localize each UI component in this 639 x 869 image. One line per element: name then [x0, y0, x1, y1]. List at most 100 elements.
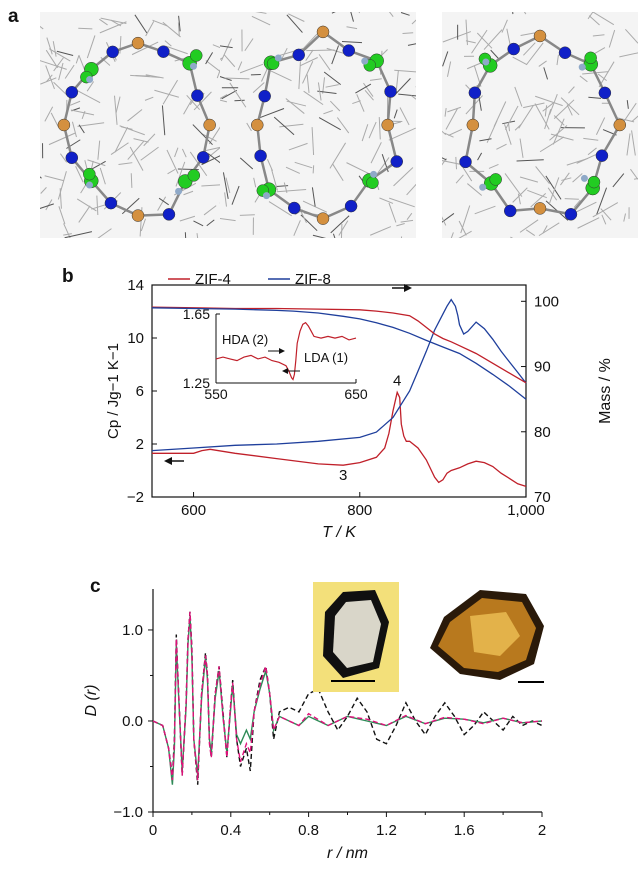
framework-bond [225, 177, 231, 194]
framework-bond [442, 158, 447, 166]
framework-bond [455, 174, 464, 184]
framework-bond [592, 12, 615, 26]
framework-bond [462, 166, 473, 182]
framework-bond [52, 41, 57, 57]
framework-bond [588, 15, 600, 26]
framework-bond [530, 193, 547, 208]
framework-bond [504, 105, 519, 130]
framework-bond [523, 102, 545, 109]
framework-bond [619, 52, 638, 58]
framework-bond [167, 168, 176, 175]
framework-bond [322, 77, 326, 94]
atom [503, 204, 517, 218]
framework-bond [442, 160, 464, 166]
framework-bond [323, 110, 333, 115]
series-line [151, 298, 527, 452]
framework-bond [58, 62, 64, 81]
atom [106, 45, 119, 59]
framework-bond [40, 176, 42, 179]
framework-bond [268, 201, 292, 217]
framework-bond [504, 124, 512, 145]
framework-bond [45, 199, 53, 211]
framework-bond [285, 98, 305, 114]
framework-bond [512, 187, 528, 203]
atom [459, 155, 472, 169]
framework-bond [447, 106, 462, 113]
framework-bond [512, 12, 514, 15]
framework-bond [161, 105, 166, 136]
atom [191, 89, 204, 102]
framework-bond [114, 126, 129, 153]
atom [316, 25, 330, 39]
framework-bond [458, 220, 467, 236]
framework-bond [539, 136, 565, 153]
atom [258, 89, 271, 103]
framework-bond [560, 172, 570, 186]
atom [466, 118, 480, 132]
annotation-hda: HDA (2) [222, 332, 268, 347]
framework-bond [501, 19, 508, 33]
framework-bond [239, 63, 264, 74]
framework-bond [134, 14, 148, 34]
framework-bond [152, 19, 168, 27]
framework-bond [311, 187, 316, 207]
framework-bond [40, 187, 47, 194]
framework-bond [78, 27, 93, 30]
framework-bond [64, 64, 75, 79]
framework-bond [356, 94, 365, 112]
atom [390, 155, 403, 168]
framework-bond [331, 45, 340, 65]
framework-bond [100, 56, 111, 66]
inset-x-tick-label: 550 [204, 386, 228, 402]
framework-bond [70, 109, 95, 116]
framework-bond [572, 173, 583, 183]
x-tick-label: 0 [149, 822, 157, 839]
framework-bond [560, 97, 580, 116]
arrowhead-mass [404, 284, 412, 292]
annotation-4: 4 [393, 373, 401, 390]
framework-bond [115, 96, 121, 113]
framework-bond [183, 99, 193, 115]
framework-bond [402, 32, 414, 35]
framework-bond [395, 78, 411, 95]
framework-bond [388, 202, 397, 223]
framework-bond [517, 193, 521, 205]
framework-bond [97, 140, 101, 160]
atom [482, 58, 490, 66]
framework-bond [193, 91, 212, 111]
framework-bond [110, 142, 129, 156]
atom [533, 29, 547, 43]
framework-bond [99, 18, 108, 26]
framework-bond [388, 127, 416, 141]
atom [370, 170, 378, 178]
chart-c: 0 0.4 0.8 1.2 1.6 2 −1.0 0.0 1.0 r / nm D (r) [83, 589, 546, 862]
framework-bond [283, 182, 288, 193]
framework-bond [86, 81, 95, 92]
molecular-structure-1 [40, 12, 236, 238]
framework-bond [53, 57, 64, 72]
atom [533, 202, 547, 215]
framework-bond [379, 197, 394, 204]
framework-bond [220, 57, 224, 60]
framework-bond [370, 142, 382, 164]
y2-axis-label: Mass / % [597, 358, 614, 424]
framework-bond [338, 220, 349, 236]
framework-bond [445, 108, 458, 130]
framework-bond [162, 79, 178, 105]
framework-bond [332, 163, 344, 182]
framework-bond [442, 157, 447, 161]
framework-bond [279, 123, 304, 128]
framework-bond [58, 206, 66, 225]
framework-bond [455, 156, 458, 170]
framework-bond [400, 236, 403, 238]
framework-bond [45, 49, 59, 69]
framework-bond [48, 48, 71, 62]
framework-bond [131, 41, 159, 56]
y2-tick-label: 80 [534, 424, 551, 441]
atom [384, 85, 397, 98]
series-line [152, 611, 543, 781]
framework-bond [361, 124, 369, 142]
framework-bond [220, 38, 232, 62]
framework-bond [223, 54, 236, 68]
atom [366, 176, 379, 189]
